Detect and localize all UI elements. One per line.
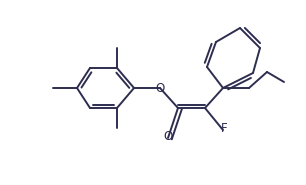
Text: O: O xyxy=(163,130,173,142)
Text: F: F xyxy=(221,122,227,135)
Text: O: O xyxy=(155,82,165,95)
